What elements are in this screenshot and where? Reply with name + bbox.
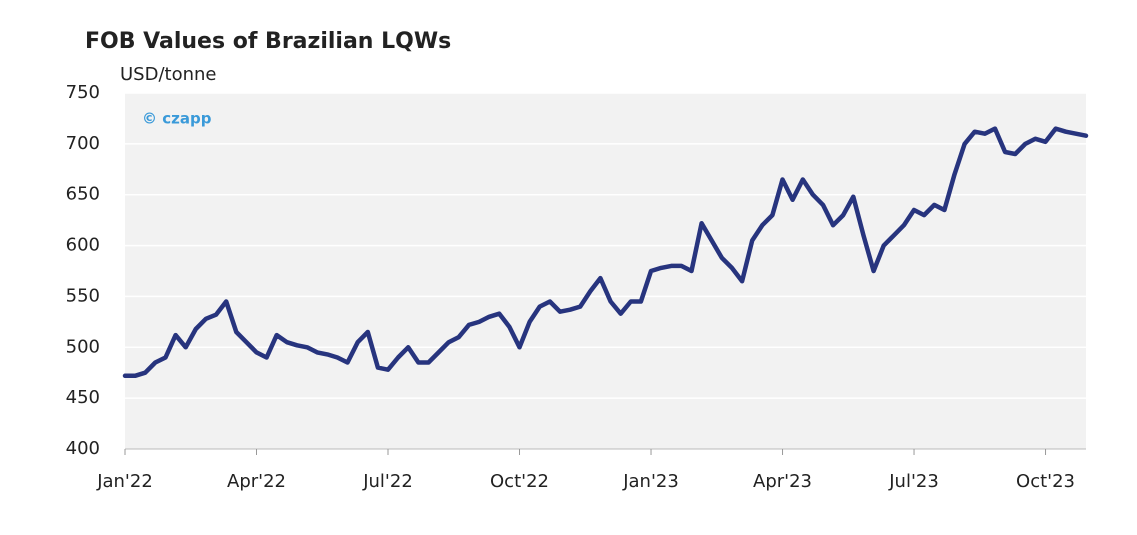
line — [122, 126, 1089, 379]
y-tick-label: 750 — [66, 82, 100, 103]
watermark: © czapp — [142, 110, 212, 128]
plot-area — [125, 93, 1086, 449]
x-tick-label: Jul'23 — [888, 471, 939, 492]
x-tick-label: Jan'22 — [96, 471, 153, 492]
x-tick-label: Apr'22 — [227, 471, 286, 492]
y-tick-label: 550 — [66, 285, 100, 306]
y-axis-label: USD/tonne — [120, 64, 217, 85]
x-tick-label: Oct'22 — [490, 471, 549, 492]
y-tick-label: 600 — [66, 235, 100, 256]
x-tick-label: Jul'22 — [362, 471, 413, 492]
y-tick-label: 700 — [66, 133, 100, 154]
y-tick-label: 500 — [66, 336, 100, 357]
x-tick-label: Jan'23 — [622, 471, 679, 492]
y-tick-label: 450 — [66, 387, 100, 408]
y-tick-label: 400 — [66, 438, 100, 459]
y-tick-label: 650 — [66, 184, 100, 205]
x-tick-label: Apr'23 — [753, 471, 812, 492]
chart-title: FOB Values of Brazilian LQWs — [85, 29, 451, 54]
x-tick-label: Oct'23 — [1016, 471, 1075, 492]
